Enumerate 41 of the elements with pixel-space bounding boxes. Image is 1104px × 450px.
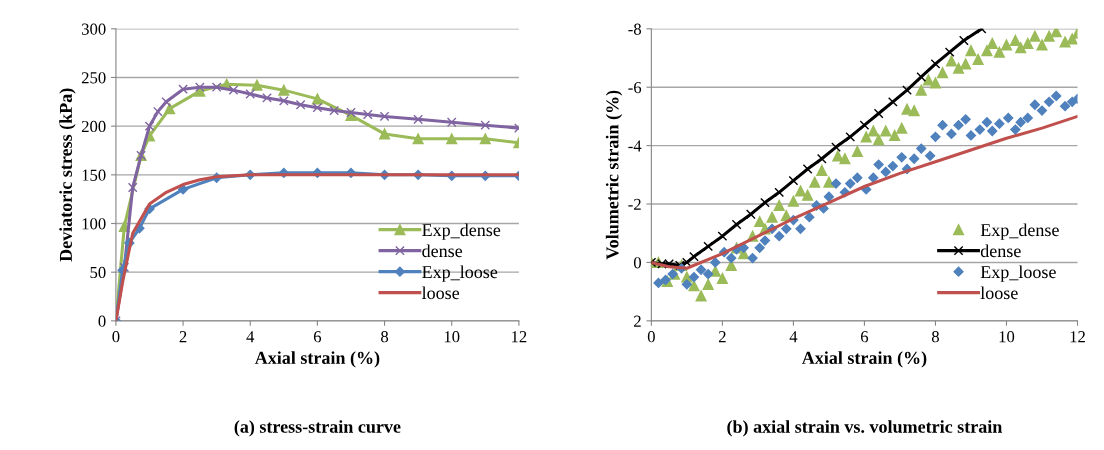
y-tick-label: 0 <box>98 315 106 327</box>
legend-label: Exp_loose <box>422 265 498 282</box>
x-tick-label: 6 <box>860 331 869 343</box>
y-tick-label: 2 <box>634 315 641 327</box>
y-tick-label: 200 <box>81 120 106 133</box>
legend-label: Exp_dense <box>980 223 1059 240</box>
y-axis-title: Deviatoric stress (kPa) <box>59 88 76 262</box>
x-tick-label: 10 <box>999 331 1015 343</box>
y-tick-label: 0 <box>633 257 641 269</box>
legend-label: Exp_loose <box>980 265 1056 282</box>
legend-label: loose <box>980 286 1018 300</box>
x-tick-label: 0 <box>112 331 120 343</box>
y-tick-label: 150 <box>82 169 106 181</box>
text: (a) stress-strain curve <box>234 420 401 437</box>
y-tick-label: -4 <box>628 140 642 152</box>
x-tick-label: 8 <box>931 331 939 343</box>
x-axis-title: Axial strain (%) <box>254 351 380 368</box>
y-tick-label: 250 <box>81 72 106 84</box>
x-tick-label: 0 <box>647 331 655 343</box>
y-tick-label: -8 <box>628 23 641 35</box>
x-tick-label: 12 <box>512 331 527 343</box>
legend-label: dense <box>422 244 463 258</box>
x-axis-title: Axial strain (%) <box>801 351 927 368</box>
legend-label: dense <box>980 244 1021 258</box>
y-axis-title: Volumetric strain (%) <box>605 90 623 260</box>
x-tick-label: 4 <box>789 331 798 343</box>
legend-label: Exp_dense <box>422 223 501 240</box>
x-tick-label: 2 <box>718 331 726 343</box>
y-tick-label: 50 <box>90 266 106 279</box>
legend-label: loose <box>421 286 460 300</box>
y-tick-label: 300 <box>81 23 106 35</box>
x-tick-label: 2 <box>179 331 187 343</box>
x-tick-label: 10 <box>444 331 460 343</box>
y-tick-label: -2 <box>628 198 641 210</box>
x-tick-label: 4 <box>246 331 255 343</box>
x-tick-label: 6 <box>313 331 322 343</box>
x-tick-label: 12 <box>1070 331 1085 343</box>
text: (b) axial strain vs. volumetric strain <box>727 420 1003 437</box>
y-tick-label: 100 <box>82 218 106 230</box>
x-tick-label: 8 <box>381 331 389 343</box>
y-tick-label: -6 <box>628 81 642 94</box>
